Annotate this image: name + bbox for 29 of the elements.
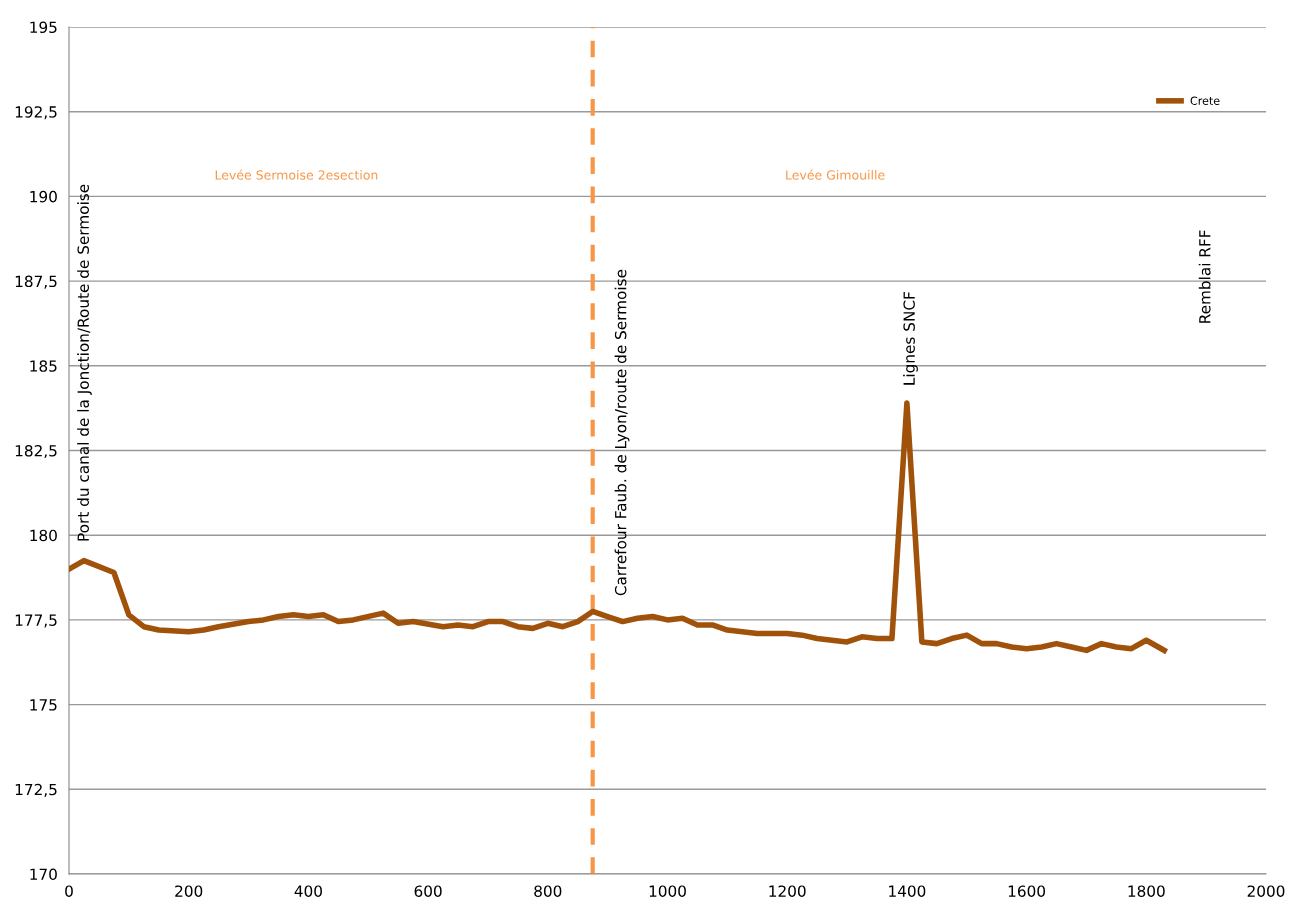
x-tick-label: 1600 — [1008, 885, 1046, 897]
y-tick-label: 185 — [30, 360, 57, 372]
annotation: Remblai RFF — [1198, 230, 1211, 323]
y-tick-label: 192,5 — [15, 106, 57, 120]
y-tick-label: 182,5 — [15, 444, 57, 459]
y-tick-label: 187,5 — [15, 275, 57, 289]
x-tick-label: 1800 — [1128, 885, 1165, 897]
annotation: Port du canal de la Jonction/Route de Sermoise — [77, 184, 92, 541]
y-tick-label: 175 — [30, 699, 57, 711]
x-tick-label: 200 — [175, 885, 203, 897]
y-tick-label: 170 — [30, 868, 57, 881]
legend-label: Crete — [1190, 96, 1220, 105]
x-tick-label: 400 — [294, 885, 322, 897]
x-tick-label: 1200 — [769, 885, 806, 897]
y-tick-label: 195 — [30, 21, 57, 34]
x-tick-label: 0 — [65, 885, 73, 897]
x-tick-label: 2000 — [1247, 885, 1285, 897]
x-tick-label: 1000 — [649, 885, 686, 897]
y-tick-label: 177,5 — [15, 614, 57, 628]
y-tick-label: 190 — [30, 190, 57, 203]
x-tick-label: 1400 — [889, 885, 926, 897]
x-tick-label: 600 — [414, 885, 442, 897]
y-tick-label: 180 — [30, 529, 57, 542]
annotation: Carrefour Faub. de Lyon/route de Sermoise — [614, 269, 630, 596]
annotation: Lignes SNCF — [903, 292, 918, 385]
x-tick-label: 800 — [534, 885, 562, 897]
annotation: Levée Gimouille — [786, 169, 885, 180]
annotation: Levée Sermoise 2esection — [215, 169, 378, 180]
y-tick-label: 172,5 — [15, 783, 57, 797]
